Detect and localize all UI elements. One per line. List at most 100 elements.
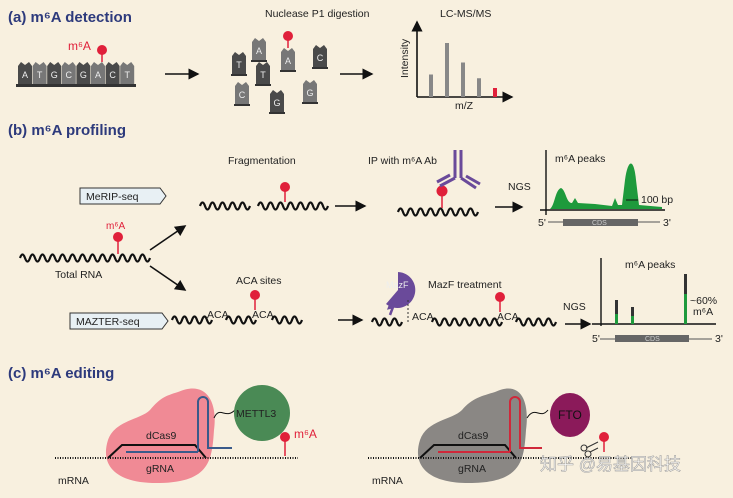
aca-motif-methylated: ACA <box>252 309 274 321</box>
mazter-peak-bars <box>615 274 687 324</box>
grna-strand <box>126 396 232 453</box>
nucleotide-tile: G <box>76 62 91 84</box>
ms-peak-bar <box>477 78 481 97</box>
grna-strand <box>438 396 542 453</box>
nucleotide-letter: A <box>95 70 101 80</box>
panel-c-title: (c) m⁶A editing <box>8 365 114 382</box>
merip-seq-box <box>79 187 167 205</box>
rna-strand <box>370 317 404 327</box>
ms-peak-bar <box>429 74 433 97</box>
nucleotide-letter: T <box>124 70 130 80</box>
x-axis-label: m/Z <box>455 100 474 112</box>
five-prime-label: 5' <box>538 217 546 229</box>
ip-label: IP with m⁶A Ab <box>368 155 437 167</box>
m6a-removed-icon <box>599 432 609 442</box>
rna-fragment <box>396 207 480 217</box>
y-axis-label: Intensity <box>399 38 411 78</box>
peaks-title: m⁶A peaks <box>625 259 675 271</box>
cds-bar <box>563 219 638 226</box>
cleavage-bolt-icon <box>386 299 396 316</box>
digested-nucleotides: T A T A C C G G <box>231 38 328 114</box>
nucleotide-tile: T <box>120 62 135 84</box>
nucleotide-letter: C <box>66 70 73 80</box>
nucleotide-tile: G <box>47 62 62 84</box>
ms-peak-bar <box>493 88 497 97</box>
dcas9-label: dCas9 <box>146 430 177 442</box>
mettl3-label: METTL3 <box>236 408 276 420</box>
free-nucleotide: C <box>235 82 249 104</box>
mazf-label: MazF <box>386 280 409 290</box>
total-rna-strand <box>18 253 152 263</box>
aca-sites-label: ACA sites <box>236 275 282 287</box>
ms-peak-bar <box>461 62 465 97</box>
free-nucleotide: A <box>281 48 295 70</box>
nucleotide-tile: C <box>61 62 76 84</box>
dcas9-protein <box>105 388 215 484</box>
nucleotide-letter: C <box>109 70 116 80</box>
rna-strand <box>270 315 304 325</box>
watermark: 知乎 @易基因科技 <box>540 455 681 474</box>
nucleotide-letter: G <box>80 70 87 80</box>
percent-label: ~60% <box>690 295 717 307</box>
cds-label: CDS <box>645 336 660 343</box>
antibody-icon <box>436 150 481 190</box>
nucleotide-letter: A <box>285 56 291 66</box>
rna-fragment <box>256 201 330 211</box>
fto-enzyme <box>550 393 590 437</box>
mazf-enzyme-icon <box>386 272 416 308</box>
m6a-methyl-icon <box>97 45 107 55</box>
nucleotide-tile: A <box>91 62 105 84</box>
aca-motif-methylated: ACA <box>497 311 519 323</box>
ms-peak-bar <box>445 43 449 97</box>
mrna-label: mRNA <box>372 475 403 487</box>
m6a-label: m⁶A <box>106 221 125 232</box>
three-prime-label: 3' <box>715 333 723 345</box>
ngs-label: NGS <box>508 181 531 193</box>
fto-label: FTO <box>558 408 582 422</box>
cds-bar <box>615 335 689 342</box>
dcas9-label: dCas9 <box>458 430 489 442</box>
free-nucleotide: G <box>270 90 284 112</box>
nucleotide-tile: A <box>18 62 32 84</box>
free-nucleotide: A <box>252 38 266 60</box>
aca-motif: ACA <box>412 311 434 323</box>
panel-c: (c) m⁶A editing METTL3 m⁶A dCas9 gRNA mR… <box>8 365 681 487</box>
total-rna-label: Total RNA <box>55 269 102 281</box>
rna-fragment <box>198 201 252 211</box>
mettl3-enzyme <box>234 385 290 441</box>
m6a-label: m⁶A <box>68 39 91 53</box>
nucleotide-letter: G <box>306 88 313 98</box>
mazter-seq-box <box>69 312 169 330</box>
nucleotide-letter: G <box>51 70 58 80</box>
panel-a-title: (a) m⁶A detection <box>8 9 132 26</box>
mazter-seq-label: MAZTER-seq <box>76 316 140 328</box>
dcas9-protein <box>417 388 527 484</box>
nucleotide-letter: T <box>236 60 242 70</box>
nucleotide-tile: C <box>105 62 120 84</box>
nucleotide-letter: C <box>239 90 246 100</box>
panel-b-title: (b) m⁶A profiling <box>8 122 126 139</box>
free-nucleotide: G <box>303 80 317 102</box>
bp-label: 100 bp <box>641 194 673 206</box>
m6a-methyl-icon <box>283 31 293 41</box>
ms-bars <box>429 43 497 97</box>
panel-b: (b) m⁶A profiling MeRIP-seq MAZTER-seq m… <box>8 122 723 345</box>
lcms-title: LC-MS/MS <box>440 8 491 20</box>
free-nucleotide: T <box>256 62 270 84</box>
peaks-title: m⁶A peaks <box>555 153 605 165</box>
merip-peak-profile <box>550 163 662 209</box>
five-prime-label: 5' <box>592 333 600 345</box>
rna-strand <box>430 317 504 327</box>
cds-label: CDS <box>592 220 607 227</box>
digestion-title: Nuclease P1 digestion <box>265 8 370 20</box>
percent-m6a-label: m⁶A <box>693 306 713 318</box>
fragmentation-label: Fragmentation <box>228 155 296 167</box>
mazf-treatment-label: MazF treatment <box>428 279 502 291</box>
nucleotide-letter: T <box>37 70 43 80</box>
nucleotide-letter: G <box>273 98 280 108</box>
scissors-icon <box>580 441 599 458</box>
aca-motif: ACA <box>207 309 229 321</box>
nucleotide-tile: T <box>32 62 47 84</box>
